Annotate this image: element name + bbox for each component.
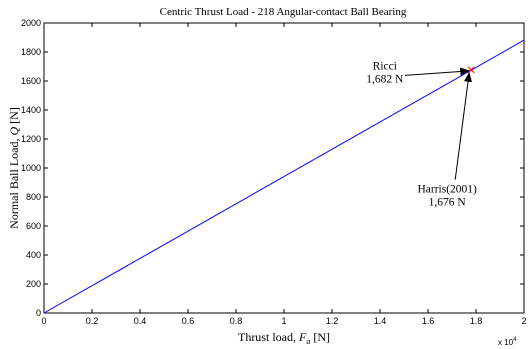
y-tick-label: 400 <box>26 250 41 260</box>
x-tick-label: 0.6 <box>182 316 195 326</box>
x-tick-label: 0.4 <box>134 316 147 326</box>
x-tick-label: 1.8 <box>470 316 483 326</box>
annotation-text: Harris(2001) <box>417 184 477 196</box>
y-tick-label: 0 <box>36 308 41 318</box>
y-tick-label: 200 <box>26 279 41 289</box>
annotation-arrow <box>454 71 472 180</box>
annotation-text: 1,682 N <box>366 73 404 85</box>
x-tick-label: 2 <box>521 316 526 326</box>
y-tick-label: 2000 <box>21 18 41 28</box>
y-tick-label: 1800 <box>21 47 41 57</box>
x-tick-label: 0.2 <box>86 316 99 326</box>
annotation-text: Ricci <box>373 60 397 72</box>
chart-title: Centric Thrust Load - 218 Angular-contac… <box>160 6 407 18</box>
x-tick-label: 0 <box>41 316 46 326</box>
y-tick-label: 800 <box>26 192 41 202</box>
x-tick-label: 1.2 <box>326 316 339 326</box>
y-axis-ticks: 0 200 400 600 800 1000 1200 1400 1600 1800 2000 <box>21 18 524 318</box>
series-line <box>43 39 525 314</box>
y-axis-label: Normal Ball Load, Q [N] <box>7 107 21 229</box>
plot-area <box>43 22 525 314</box>
x-tick-label: 1 <box>281 316 286 326</box>
y-tick-label: 1600 <box>21 76 41 86</box>
x-tick-label: 1.6 <box>422 316 435 326</box>
annotation: Harris(2001)1,676 N <box>417 71 477 209</box>
y-tick-label: 600 <box>26 221 41 231</box>
x-tick-label: 1.4 <box>374 316 387 326</box>
x-axis-label: Thrust load, Fa [N] <box>238 330 330 346</box>
y-tick-label: 1000 <box>21 163 41 173</box>
y-tick-label: 1200 <box>21 134 41 144</box>
x-axis-multiplier: x 104 <box>498 337 517 347</box>
x-tick-label: 0.8 <box>230 316 243 326</box>
x-axis-ticks: 0 0.2 0.4 0.6 0.8 1 1.2 1.4 1.6 1.8 2 <box>41 23 527 326</box>
annotation-text: 1,676 N <box>429 197 467 209</box>
y-tick-label: 1400 <box>21 105 41 115</box>
annotation-arrow <box>404 67 471 76</box>
